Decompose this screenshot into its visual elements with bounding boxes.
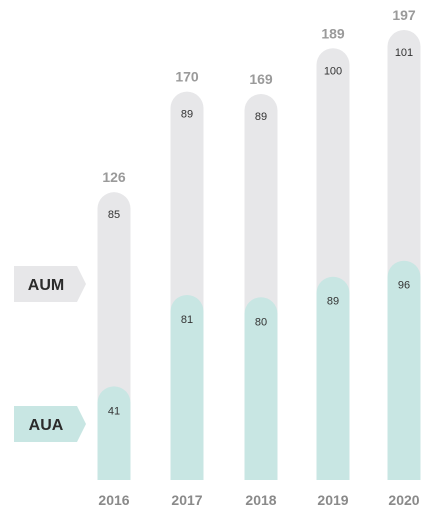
aum-value-label-2019: 100: [324, 65, 342, 77]
total-label-2018: 169: [249, 71, 273, 87]
aua-value-label-2018: 80: [255, 316, 267, 328]
bar-aua-2017: [170, 294, 204, 480]
x-tick-label-2017: 2017: [171, 492, 202, 508]
x-tick-label-2020: 2020: [388, 492, 419, 508]
aua-value-label-2019: 89: [327, 296, 339, 308]
x-tick-label-2019: 2019: [317, 492, 348, 508]
total-label-2017: 170: [175, 69, 199, 85]
x-tick-label-2016: 2016: [98, 492, 129, 508]
legend-aum-tag: [14, 266, 86, 302]
aua-value-label-2020: 96: [398, 280, 410, 292]
aum-value-label-2016: 85: [108, 209, 120, 221]
legend-aua-tag: [14, 406, 86, 442]
total-label-2019: 189: [321, 25, 345, 41]
bar-aua-2020: [387, 260, 421, 480]
legend-aua-label: AUA: [29, 417, 64, 434]
x-tick-label-2018: 2018: [245, 492, 276, 508]
legend-aum: AUM: [14, 266, 86, 302]
aua-value-label-2016: 41: [108, 405, 120, 417]
aum-value-label-2020: 101: [395, 47, 413, 59]
legend-aum-label: AUM: [28, 277, 64, 294]
total-label-2016: 126: [102, 169, 126, 185]
labels-group: 126 85 41 2016 170 89 81 2017 169 89 80 2018 189 100 8…: [98, 7, 419, 508]
aum-value-label-2018: 89: [255, 111, 267, 123]
bar-aua-2018: [244, 297, 278, 480]
aua-value-label-2017: 81: [181, 314, 193, 326]
bars-group: [97, 30, 421, 481]
total-label-2020: 197: [392, 7, 416, 23]
legend-aua: AUA: [14, 406, 86, 442]
bar-aua-2016: [97, 386, 131, 480]
bar-aua-2019: [316, 276, 350, 480]
aum-value-label-2017: 89: [181, 109, 193, 121]
